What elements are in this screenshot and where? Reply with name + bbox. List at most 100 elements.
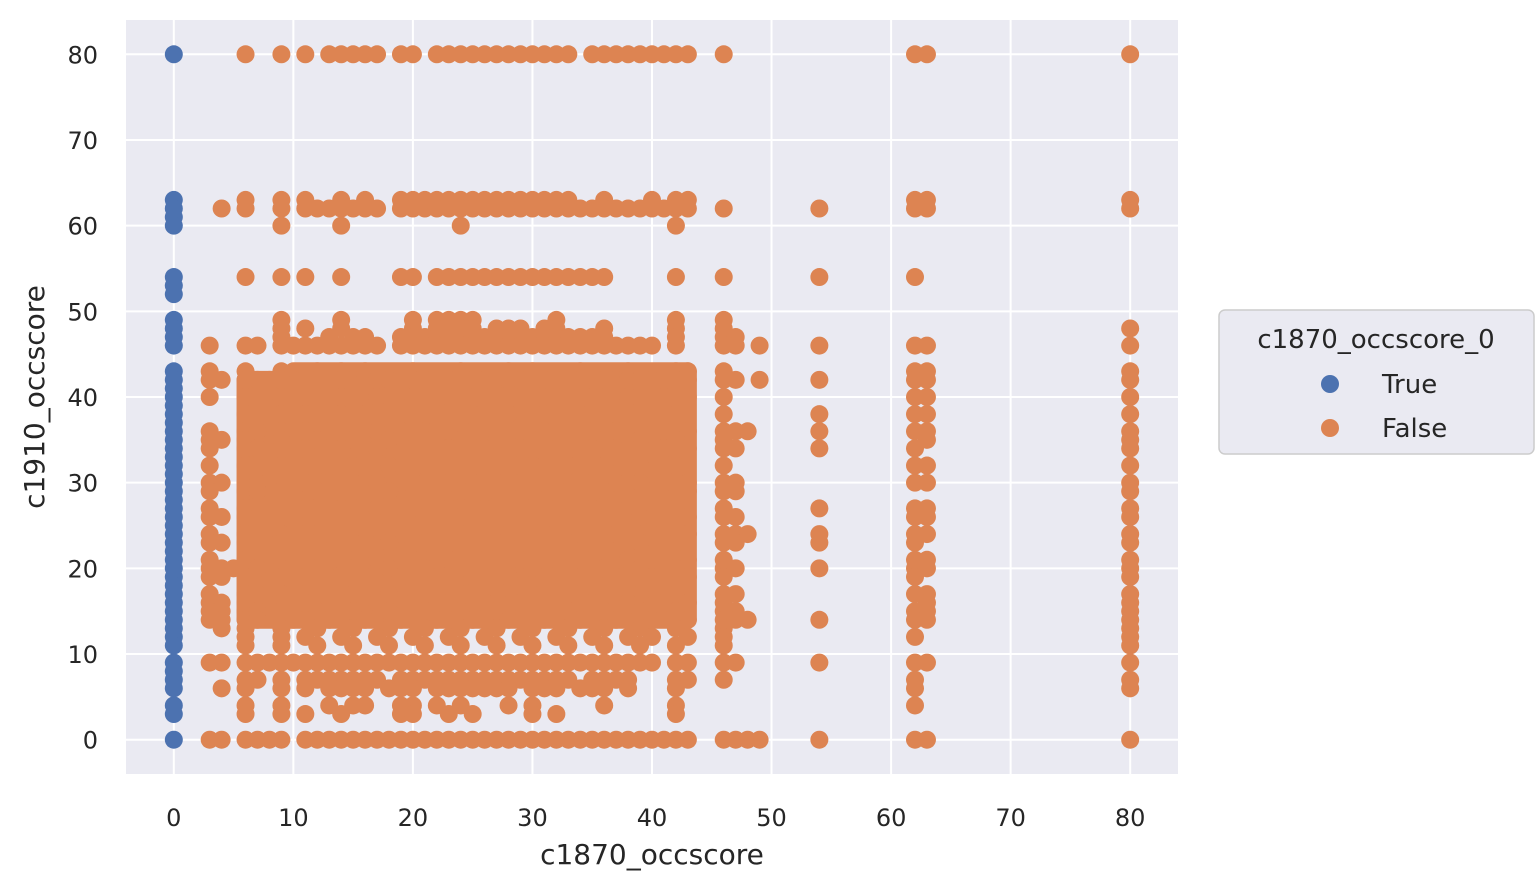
data-point bbox=[917, 370, 936, 389]
data-point bbox=[810, 199, 829, 218]
data-point bbox=[917, 730, 936, 749]
data-point bbox=[451, 507, 470, 526]
data-point bbox=[403, 388, 422, 406]
data-point bbox=[212, 533, 231, 552]
data-point bbox=[917, 199, 936, 218]
data-point bbox=[810, 653, 829, 672]
data-point bbox=[1121, 405, 1140, 424]
data-point bbox=[917, 336, 936, 355]
data-point bbox=[678, 45, 697, 64]
data-point bbox=[571, 567, 590, 586]
data-point bbox=[415, 456, 434, 475]
data-point bbox=[403, 268, 422, 287]
data-point bbox=[415, 636, 434, 655]
data-point bbox=[678, 567, 697, 586]
data-point bbox=[296, 405, 315, 424]
data-point bbox=[236, 705, 255, 724]
series-true bbox=[164, 45, 183, 749]
data-point bbox=[726, 507, 745, 526]
data-point bbox=[368, 439, 387, 458]
data-point bbox=[1121, 45, 1140, 64]
data-point bbox=[1121, 336, 1140, 355]
data-point bbox=[678, 507, 697, 526]
data-point bbox=[666, 456, 685, 475]
data-point bbox=[296, 705, 315, 724]
data-point bbox=[272, 405, 291, 424]
data-point bbox=[164, 679, 183, 698]
data-point bbox=[678, 730, 697, 749]
data-point bbox=[332, 268, 351, 287]
data-point bbox=[523, 636, 542, 655]
data-point bbox=[559, 482, 578, 501]
data-point bbox=[164, 705, 183, 724]
data-point bbox=[212, 619, 231, 638]
data-point bbox=[380, 533, 398, 552]
data-point bbox=[499, 679, 518, 698]
data-point bbox=[236, 268, 255, 287]
data-point bbox=[296, 45, 315, 64]
data-point bbox=[356, 696, 375, 715]
data-point bbox=[236, 388, 255, 406]
data-point bbox=[308, 507, 327, 526]
y-tick-label: 50 bbox=[67, 298, 98, 326]
data-point bbox=[714, 268, 733, 287]
data-point bbox=[523, 705, 542, 724]
data-point bbox=[272, 199, 291, 218]
data-point bbox=[272, 636, 291, 655]
data-point bbox=[164, 285, 183, 304]
data-point bbox=[415, 507, 434, 526]
data-point bbox=[248, 439, 267, 458]
data-point bbox=[1121, 533, 1140, 552]
data-point bbox=[738, 422, 757, 441]
data-point bbox=[726, 653, 745, 672]
data-point bbox=[272, 45, 291, 64]
data-point bbox=[631, 533, 650, 552]
data-point bbox=[917, 473, 936, 492]
data-point bbox=[200, 482, 219, 501]
data-point bbox=[308, 482, 327, 501]
data-point bbox=[164, 45, 183, 64]
data-point bbox=[499, 567, 518, 586]
data-point bbox=[666, 336, 685, 355]
data-point bbox=[415, 482, 434, 501]
data-point bbox=[344, 636, 363, 655]
data-point bbox=[272, 730, 291, 749]
data-point bbox=[499, 405, 518, 424]
data-point bbox=[810, 610, 829, 629]
data-point bbox=[678, 439, 697, 458]
data-point bbox=[200, 388, 219, 406]
data-point bbox=[595, 533, 614, 552]
data-point bbox=[810, 422, 829, 441]
data-point bbox=[571, 405, 590, 424]
data-point bbox=[666, 636, 685, 655]
data-point bbox=[666, 268, 685, 287]
data-point bbox=[272, 482, 291, 501]
data-point bbox=[487, 507, 506, 526]
y-tick-label: 0 bbox=[83, 727, 98, 755]
data-point bbox=[368, 199, 387, 218]
data-point bbox=[439, 388, 458, 406]
data-point bbox=[583, 388, 602, 406]
x-tick-label: 50 bbox=[756, 804, 787, 832]
data-point bbox=[666, 679, 685, 698]
series-false bbox=[200, 45, 1140, 749]
data-point bbox=[678, 653, 697, 672]
data-point bbox=[164, 636, 183, 655]
data-point bbox=[415, 533, 434, 552]
data-point bbox=[714, 670, 733, 689]
data-point bbox=[917, 456, 936, 475]
data-point bbox=[583, 439, 602, 458]
data-point bbox=[917, 653, 936, 672]
data-point bbox=[523, 533, 542, 552]
data-point bbox=[212, 653, 231, 672]
data-point bbox=[714, 199, 733, 218]
data-point bbox=[463, 405, 482, 424]
data-point bbox=[368, 45, 387, 64]
data-point bbox=[344, 482, 363, 501]
data-point bbox=[296, 567, 315, 586]
data-point bbox=[917, 45, 936, 64]
data-point bbox=[1121, 636, 1140, 655]
data-point bbox=[559, 507, 578, 526]
data-point bbox=[380, 507, 398, 526]
data-point bbox=[1121, 388, 1140, 406]
